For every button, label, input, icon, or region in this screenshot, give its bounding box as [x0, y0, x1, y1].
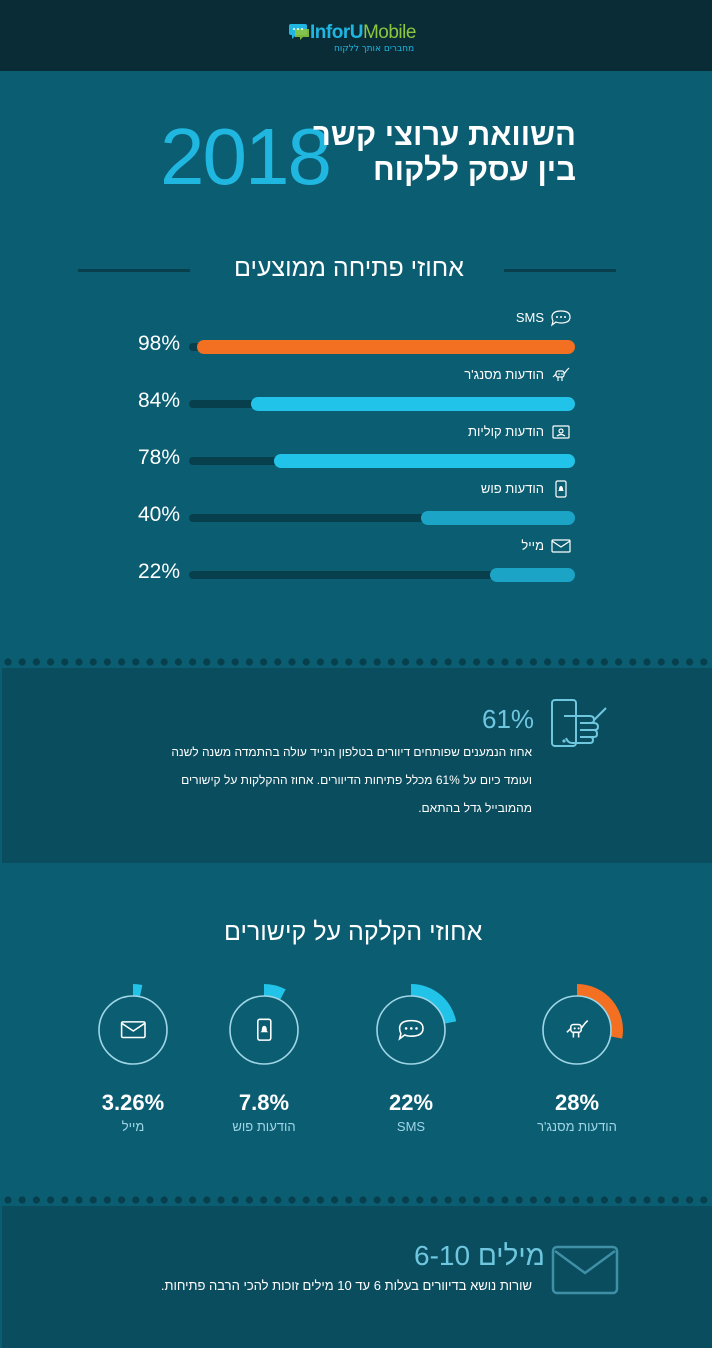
pie-ring	[542, 995, 612, 1065]
bar	[250, 397, 575, 411]
pie-value-label: 28%	[554, 1090, 600, 1115]
brand-tagline: מחברים אותך ללקוח	[334, 44, 415, 54]
pie-value-label: 22%	[388, 1090, 434, 1115]
bar	[420, 511, 575, 525]
pie-value-label: 3.26%	[101, 1090, 165, 1115]
pie-category-label: מייל	[121, 1119, 145, 1134]
bar-value-label: 40%	[137, 503, 180, 526]
hero-title-line1: השוואת ערוצי קשר	[313, 117, 576, 152]
dotted-separator	[4, 1196, 708, 1204]
pie-category-label: הודעות פוש	[232, 1119, 296, 1134]
pie-slice	[133, 984, 143, 997]
push-notification-icon	[555, 480, 567, 498]
chat-bubble-icon	[551, 310, 571, 327]
bar-category-label: SMS	[515, 310, 544, 325]
push-notification-icon	[257, 1018, 272, 1041]
pie-ring	[376, 995, 446, 1065]
envelope-icon	[551, 1245, 619, 1295]
click-rates-heading: אחוזי הקלקה על קישורים	[224, 918, 483, 946]
chat-logo-icon	[289, 24, 309, 40]
envelope-icon	[551, 539, 571, 553]
subject-line-panel	[2, 1206, 712, 1348]
phone-hand-icon	[551, 699, 607, 747]
pie-value-label: 7.8%	[238, 1090, 290, 1115]
bar-value-label: 78%	[137, 446, 180, 469]
pie-category-label: הודעות מסנג'ר	[537, 1119, 617, 1134]
bar-category-label: הודעות מסנג'ר	[464, 367, 544, 382]
subject-stat: 6-10 מילים	[414, 1240, 545, 1271]
dotted-separator	[4, 658, 708, 666]
bar	[490, 568, 575, 582]
bar-track	[189, 571, 575, 579]
open-rates-bar-chart: SMS 98% הודעות מסנג'ר 84% הודעות קוליות 78% הו…	[0, 300, 712, 600]
bar-value-label: 98%	[137, 332, 180, 355]
brand-name: InforUMobile	[310, 22, 416, 43]
pie-chart	[376, 984, 457, 1065]
robot-hand-icon	[552, 367, 570, 381]
bar-category-label: הודעות קוליות	[467, 424, 544, 439]
logo: InforUMobile מחברים אותך ללקוח	[288, 20, 428, 60]
hero-title-line2: בין עסק ללקוח	[372, 152, 576, 187]
mobile-open-panel: 61% אחוז הנמענים שפותחים דיוורים בטלפון …	[2, 668, 712, 863]
mobile-description-line1: אחוז הנמענים שפותחים דיוורים בטלפון הניי…	[171, 745, 532, 759]
mobile-stat: 61%	[482, 704, 535, 734]
mobile-description-line2: ועומד כיום על 61% מכלל פתיחות הדיוורים. …	[181, 773, 532, 787]
open-rates-heading: אחוזי פתיחה ממוצעים	[234, 254, 464, 282]
hero-year: 2018	[160, 112, 332, 201]
heading-rule-right	[504, 269, 616, 272]
pie-chart	[542, 984, 623, 1065]
heading-rule-left	[78, 269, 190, 272]
mobile-description-line3: מהמובייל גדל בהתאם.	[418, 801, 532, 815]
bar-category-label: מייל	[521, 538, 544, 553]
voice-message-icon	[552, 425, 570, 439]
subject-description: שורות נושא בדיוורים בעלות 6 עד 10 מילים …	[160, 1278, 532, 1293]
top-bar: InforUMobile מחברים אותך ללקוח	[0, 0, 712, 71]
mobile-description: אחוז הנמענים שפותחים דיוורים בטלפון הניי…	[112, 738, 532, 822]
robot-hand-icon	[566, 1020, 589, 1038]
bar	[273, 454, 575, 468]
pie-chart	[98, 984, 168, 1065]
pie-category-label: SMS	[396, 1119, 426, 1134]
bar-value-label: 84%	[137, 389, 180, 412]
bar	[196, 340, 575, 354]
bar-track	[189, 514, 575, 522]
bar-value-label: 22%	[137, 560, 180, 583]
click-rates-pie-charts: 28% הודעות מסנג'ר 22% SMS 7.8% הודעות פוש 3.26…	[0, 980, 712, 1150]
bar-category-label: הודעות פוש	[480, 481, 544, 496]
pie-chart	[229, 984, 299, 1065]
envelope-icon	[120, 1021, 146, 1039]
chat-bubble-icon	[398, 1019, 424, 1041]
